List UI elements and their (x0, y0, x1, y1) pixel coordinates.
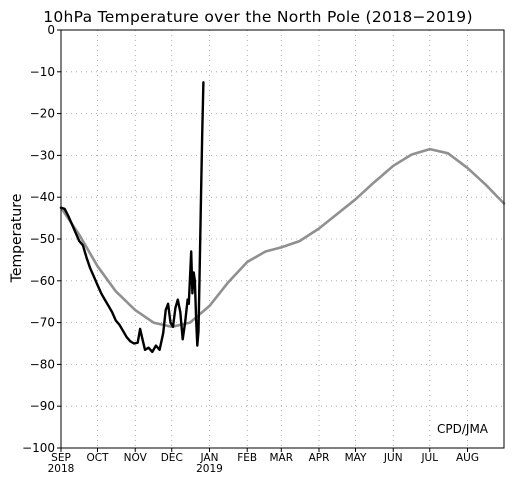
y-tick-label: −80 (30, 357, 55, 371)
y-tick-label: −40 (30, 190, 55, 204)
observed-series-line (59, 81, 205, 354)
chart-title: 10hPa Temperature over the North Pole (2… (43, 8, 473, 26)
y-tick-label: −20 (30, 107, 55, 121)
series-layer (59, 81, 506, 354)
x-tick-label: MAR (270, 452, 294, 464)
x-tick-year-label: 2018 (48, 463, 75, 475)
y-axis-label: Temperature (9, 194, 25, 284)
x-tick-label: SEP (51, 452, 71, 464)
y-tick-label: −60 (30, 274, 55, 288)
x-tick-year-label: 2019 (196, 463, 223, 475)
x-tick-label: JUN (383, 452, 403, 464)
x-tick-label: AUG (456, 452, 479, 464)
y-tick-label: −10 (30, 65, 55, 79)
x-tick-label: DEC (161, 452, 183, 464)
x-tick-label: NOV (124, 452, 148, 464)
y-tick-label: −30 (30, 148, 55, 162)
x-tick-label: JAN (200, 452, 219, 464)
y-tick-label: −100 (22, 441, 55, 455)
y-tick-label: 0 (47, 23, 55, 37)
grid-lines (61, 30, 504, 448)
y-axis-ticks: 0 −10 −20 −30 −40 −50 −60 −70 −80 −90 −100 (22, 23, 61, 455)
x-tick-label: APR (309, 452, 330, 464)
x-tick-label: OCT (87, 452, 110, 464)
y-tick-label: −70 (30, 316, 55, 330)
y-tick-label: −50 (30, 232, 55, 246)
climatology-series-line (59, 147, 506, 329)
plot-frame (60, 29, 505, 449)
x-tick-label: FEB (237, 452, 257, 464)
y-tick-label: −90 (30, 399, 55, 413)
source-annotation: CPD/JMA (437, 422, 489, 436)
x-tick-label: MAY (345, 452, 367, 464)
x-tick-label: JUL (420, 452, 438, 464)
